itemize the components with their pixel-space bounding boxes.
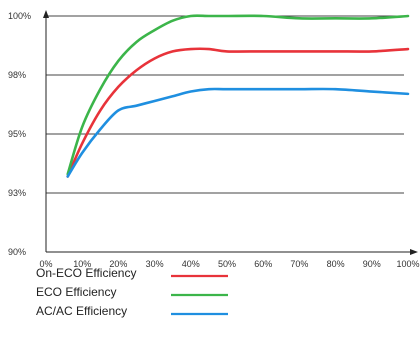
x-tick-label-90%: 90%: [363, 259, 381, 269]
y-axis-arrow: [43, 10, 49, 18]
y-tick-label-95%: 95%: [8, 129, 26, 139]
y-tick-label-100%: 100%: [8, 11, 31, 21]
y-tick-label-93%: 93%: [8, 188, 26, 198]
x-tick-label-100%: 100%: [396, 259, 419, 269]
legend-label-ac-ac-efficiency: AC/AC Efficiency: [36, 304, 127, 318]
x-tick-label-80%: 80%: [327, 259, 345, 269]
legend: On-ECO Efficiency ECO Efficiency AC/AC Eff…: [36, 266, 228, 318]
x-tick-label-70%: 70%: [290, 259, 308, 269]
y-tick-label-98%: 98%: [8, 70, 26, 80]
legend-label-on-eco-efficiency: On-ECO Efficiency: [36, 266, 136, 280]
legend-label-eco-efficiency: ECO Efficiency: [36, 285, 116, 299]
x-tick-label-30%: 30%: [146, 259, 164, 269]
series-line-ac-ac-efficiency: [66, 87, 410, 178]
series-layer: [66, 14, 410, 178]
x-tick-label-50%: 50%: [218, 259, 236, 269]
y-tick-label-90%: 90%: [8, 247, 26, 257]
x-tick-label-40%: 40%: [182, 259, 200, 269]
series-line-on-eco-efficiency: [66, 47, 410, 178]
grid-layer: [46, 15, 404, 194]
series-line-eco-efficiency: [66, 14, 410, 176]
x-tick-label-20%: 20%: [109, 259, 127, 269]
x-tick-label-0%: 0%: [39, 259, 52, 269]
x-tick-label-60%: 60%: [254, 259, 272, 269]
x-axis-arrow: [410, 249, 418, 255]
x-tick-label-10%: 10%: [73, 259, 91, 269]
axis-layer: 90% 93% 95% 98% 100% 0% 10% 20% 30% 40% 50% 60% 70% 8…: [8, 10, 420, 269]
